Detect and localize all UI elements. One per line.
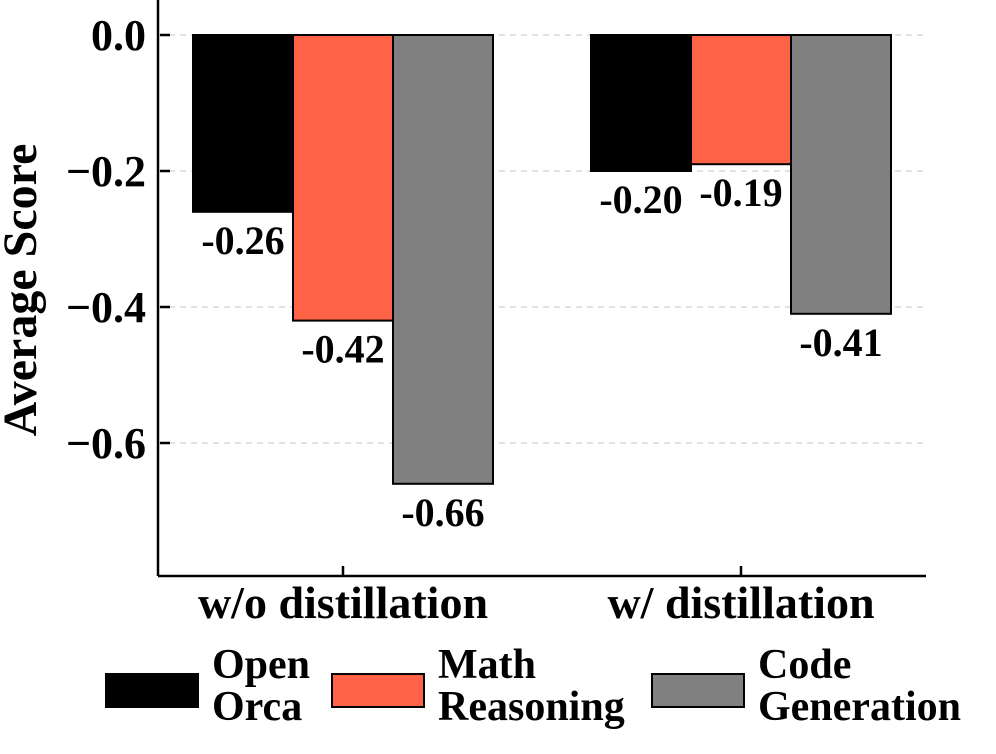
bar-code-generation	[790, 34, 892, 315]
value-label: -0.42	[301, 327, 384, 372]
value-label: -0.41	[799, 320, 882, 365]
legend-swatch	[105, 673, 199, 708]
y-tick-label: −0.6	[66, 419, 146, 468]
x-tick-label: w/ distillation	[607, 577, 874, 628]
x-tick-label: w/o distillation	[198, 577, 488, 628]
y-ticks: 0.0 −0.2 −0.4 −0.6	[66, 11, 170, 468]
y-tick-label: 0.0	[91, 11, 146, 60]
bar-open-orca	[590, 34, 692, 172]
legend-swatch	[651, 673, 745, 708]
legend-label: Math	[438, 642, 536, 688]
y-tick-label: −0.2	[66, 147, 146, 196]
bar-math-reasoning	[292, 34, 394, 322]
x-ticks: w/o distillation w/ distillation	[198, 566, 875, 628]
axes	[156, 0, 926, 578]
legend-label: Open	[212, 642, 310, 688]
y-axis-title: Average Score	[0, 144, 47, 437]
legend-label: Code	[758, 642, 851, 688]
legend-swatch	[331, 673, 425, 708]
bar-open-orca	[192, 34, 294, 213]
legend-label: Generation	[758, 684, 961, 730]
bar-math-reasoning	[690, 34, 792, 166]
value-label: -0.26	[201, 218, 284, 263]
y-tick-label: −0.4	[66, 283, 146, 332]
value-label: -0.66	[401, 490, 484, 535]
bar-code-generation	[392, 34, 494, 485]
legend-label: Orca	[212, 684, 302, 730]
value-label: -0.19	[699, 170, 782, 215]
bars	[192, 34, 892, 485]
value-label: -0.20	[599, 177, 682, 222]
value-labels: -0.26 -0.42 -0.66 -0.20 -0.19 -0.41	[201, 170, 882, 535]
legend-label: Reasoning	[438, 684, 625, 730]
